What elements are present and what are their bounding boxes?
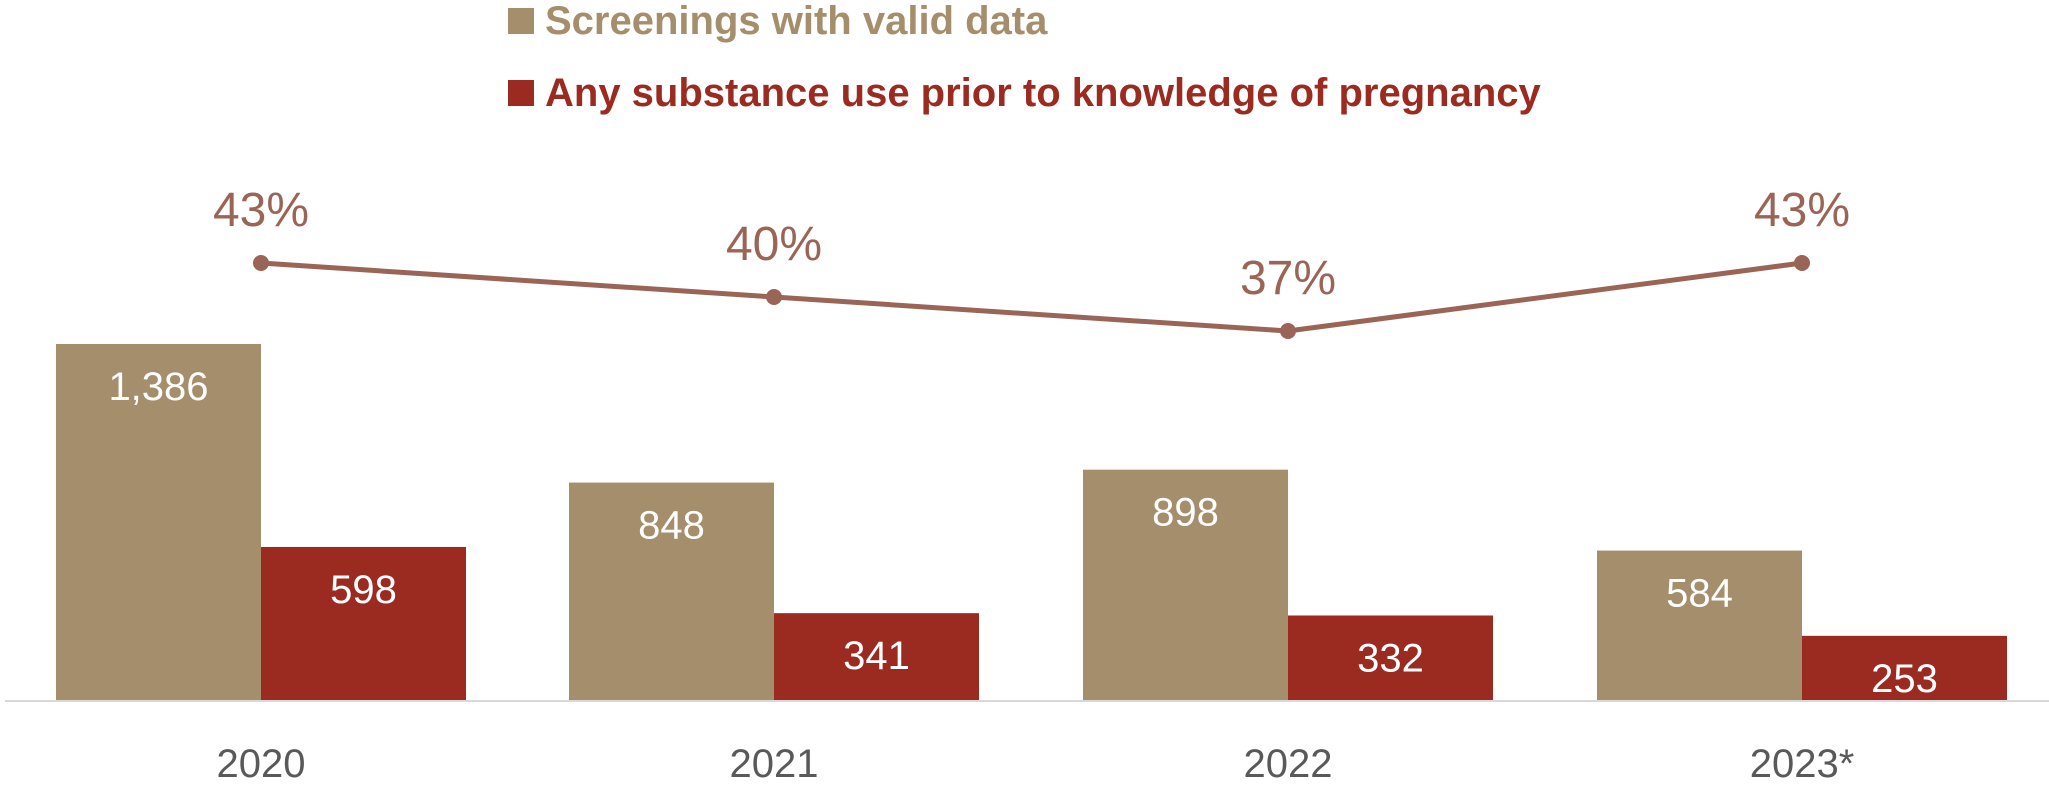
legend-swatch-substance-use bbox=[508, 80, 534, 106]
percent-label-2020: 43% bbox=[213, 184, 309, 237]
bar-substance-use-2020 bbox=[261, 546, 466, 701]
legend-swatch-screenings bbox=[508, 8, 534, 34]
x-tick-2023: 2023* bbox=[1750, 742, 1855, 786]
percent-label-2022: 37% bbox=[1240, 252, 1336, 305]
bar-labels: 1,386 598 848 341 898 332 584 253 bbox=[108, 365, 1937, 701]
percent-label-2021: 40% bbox=[726, 218, 822, 271]
bar-substance-use-2023 bbox=[1802, 635, 2007, 701]
bar-screenings-2020 bbox=[56, 344, 261, 701]
legend: Screenings with valid data Any substance… bbox=[508, 0, 1541, 115]
bar-substance-use-2022 bbox=[1288, 615, 1493, 701]
x-axis-ticks: 2020 2021 2022 2023* bbox=[217, 742, 1855, 786]
bar-substance-use-2021 bbox=[774, 613, 979, 701]
x-tick-2021: 2021 bbox=[730, 742, 819, 786]
bar-screenings-2023 bbox=[1597, 550, 1802, 701]
data-label-substance-use-2020: 598 bbox=[330, 568, 397, 612]
legend-label-screenings: Screenings with valid data bbox=[545, 0, 1048, 43]
data-label-screenings-2023: 584 bbox=[1666, 572, 1733, 616]
bar-screenings-2022 bbox=[1083, 469, 1288, 701]
data-label-screenings-2020: 1,386 bbox=[108, 365, 208, 409]
percent-point-2021 bbox=[766, 289, 782, 305]
percent-point-2022 bbox=[1280, 323, 1296, 339]
percent-line-series: 43% 40% 37% 43% bbox=[213, 184, 1850, 339]
data-label-screenings-2021: 848 bbox=[638, 504, 705, 548]
percent-point-2020 bbox=[253, 255, 269, 271]
legend-label-substance-use: Any substance use prior to knowledge of … bbox=[545, 71, 1541, 115]
data-label-screenings-2022: 898 bbox=[1152, 491, 1219, 535]
percent-point-2023 bbox=[1794, 255, 1810, 271]
percent-label-2023: 43% bbox=[1754, 184, 1850, 237]
percent-line bbox=[260, 260, 1803, 334]
data-label-substance-use-2023: 253 bbox=[1871, 657, 1938, 701]
x-tick-2020: 2020 bbox=[217, 742, 306, 786]
x-tick-2022: 2022 bbox=[1244, 742, 1333, 786]
data-label-substance-use-2021: 341 bbox=[843, 634, 910, 678]
bar-screenings-2021 bbox=[569, 482, 774, 701]
bars bbox=[56, 344, 2007, 701]
data-label-substance-use-2022: 332 bbox=[1357, 636, 1424, 680]
